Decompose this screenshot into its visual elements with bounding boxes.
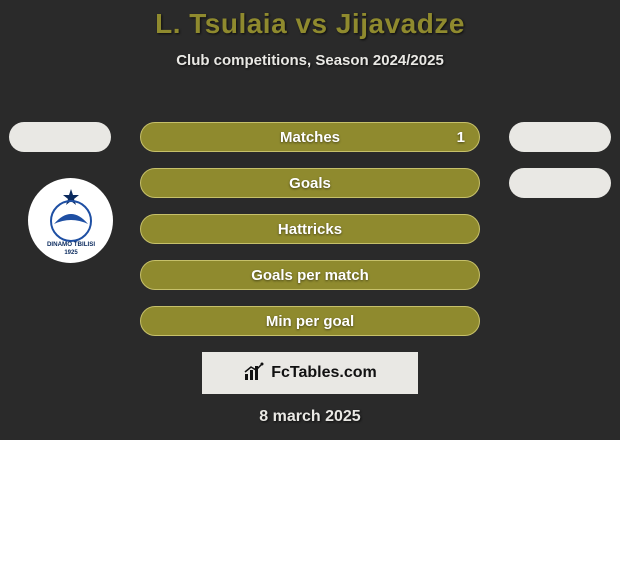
- stat-row: Goals per match: [0, 258, 620, 304]
- club-badge-name: DINAMO TBILISI: [46, 241, 94, 248]
- club-badge: DINAMO TBILISI 1925: [28, 178, 113, 263]
- stat-label: Goals per match: [251, 267, 369, 284]
- stats-panel: L. Tsulaia vs Jijavadze Club competition…: [0, 0, 620, 440]
- brand-text: FcTables.com: [271, 364, 377, 382]
- chart-icon: [243, 362, 265, 384]
- right-player-pill: [509, 122, 611, 152]
- right-player-pill: [509, 168, 611, 198]
- stat-pill: Min per goal: [140, 306, 480, 336]
- page-title: L. Tsulaia vs Jijavadze: [0, 8, 620, 40]
- brand-box[interactable]: FcTables.com: [202, 352, 418, 394]
- stat-pill: Matches 1: [140, 122, 480, 152]
- stat-label: Matches: [280, 129, 340, 146]
- stat-label: Hattricks: [278, 221, 342, 238]
- stat-row: Min per goal: [0, 304, 620, 350]
- club-badge-year: 1925: [64, 250, 78, 256]
- stat-pill: Hattricks: [140, 214, 480, 244]
- stat-label: Goals: [289, 175, 331, 192]
- club-badge-logo: DINAMO TBILISI 1925: [36, 186, 106, 256]
- stat-value: 1: [457, 129, 465, 146]
- stat-label: Min per goal: [266, 313, 354, 330]
- left-player-pill: [9, 122, 111, 152]
- stat-pill: Goals per match: [140, 260, 480, 290]
- subtitle: Club competitions, Season 2024/2025: [0, 52, 620, 69]
- stat-row: Matches 1: [0, 120, 620, 166]
- stat-pill: Goals: [140, 168, 480, 198]
- date-text: 8 march 2025: [0, 408, 620, 426]
